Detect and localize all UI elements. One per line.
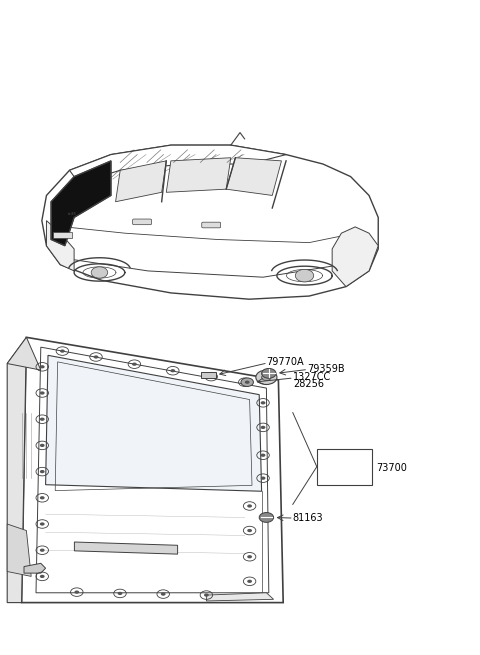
Circle shape [40,444,45,447]
Polygon shape [47,221,74,271]
Polygon shape [206,593,274,601]
Circle shape [242,381,247,384]
FancyBboxPatch shape [53,233,72,238]
Polygon shape [7,524,31,576]
Circle shape [40,549,45,552]
Polygon shape [22,337,283,603]
Circle shape [40,523,45,525]
Circle shape [247,555,252,558]
Circle shape [256,370,277,384]
Circle shape [247,580,252,583]
Circle shape [74,591,79,593]
Circle shape [261,426,265,429]
Text: 79359B: 79359B [307,364,345,375]
Polygon shape [226,158,281,195]
Circle shape [40,365,45,368]
Circle shape [118,592,122,595]
Circle shape [91,267,108,278]
Circle shape [40,470,45,473]
Circle shape [170,369,175,373]
Circle shape [261,454,265,457]
Polygon shape [7,337,26,603]
Polygon shape [42,145,378,299]
Text: 79770A: 79770A [266,357,304,367]
Circle shape [209,375,214,378]
Circle shape [241,378,253,386]
Circle shape [247,529,252,532]
Circle shape [60,350,65,352]
Polygon shape [51,161,111,246]
Circle shape [132,363,137,365]
Polygon shape [24,563,46,573]
Circle shape [40,392,45,394]
Text: 73700: 73700 [376,462,407,473]
Circle shape [262,374,271,381]
Circle shape [40,418,45,421]
Polygon shape [7,337,41,370]
Circle shape [261,477,265,479]
Circle shape [40,575,45,578]
Circle shape [295,269,314,282]
FancyBboxPatch shape [202,222,221,228]
Polygon shape [201,371,216,379]
Polygon shape [332,227,378,287]
Text: 81163: 81163 [293,513,324,523]
Circle shape [94,355,98,358]
Circle shape [204,593,209,597]
Text: 28256: 28256 [293,379,324,389]
Polygon shape [74,542,178,554]
Circle shape [261,401,265,404]
Polygon shape [166,158,231,193]
FancyBboxPatch shape [132,219,152,225]
Text: ix35: ix35 [67,212,76,216]
Circle shape [161,592,166,596]
Circle shape [245,381,250,384]
Circle shape [40,496,45,499]
Polygon shape [46,355,262,491]
Circle shape [262,368,276,379]
Circle shape [259,512,274,523]
Polygon shape [70,145,286,183]
Circle shape [247,504,252,508]
Text: 1327CC: 1327CC [293,372,331,383]
Polygon shape [116,161,166,202]
